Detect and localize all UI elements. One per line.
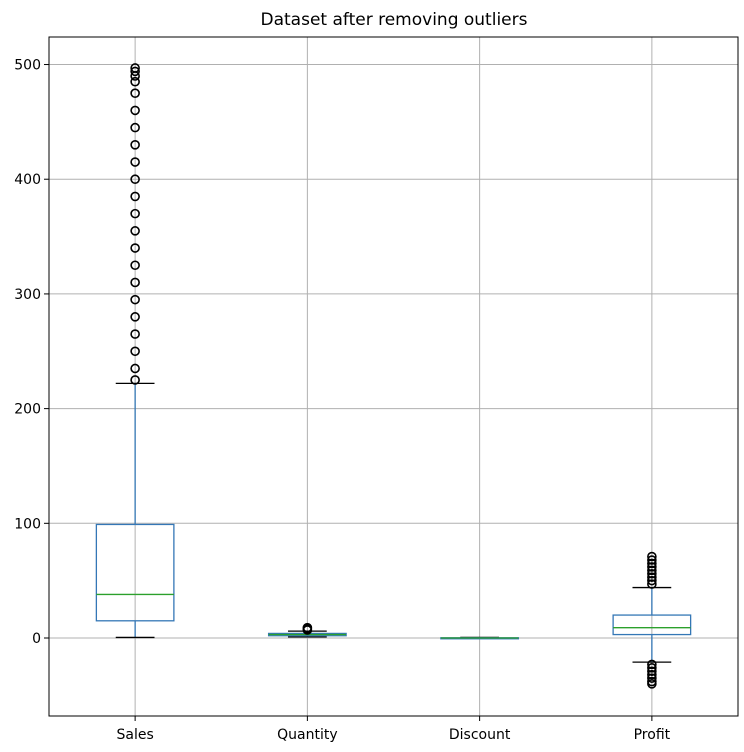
outlier-point (130, 375, 140, 385)
x-tick-label: Profit (634, 727, 671, 743)
outlier-point (130, 312, 140, 322)
outlier-point (130, 260, 140, 271)
outlier-point (647, 558, 657, 569)
x-tick-label: Discount (449, 727, 511, 743)
outlier-point (647, 673, 657, 683)
outlier-point (647, 659, 657, 670)
outlier-point (647, 572, 657, 583)
plot-frame (48, 36, 739, 717)
outlier-point (647, 562, 657, 572)
outlier-point (130, 208, 140, 219)
y-axis: 0 100 200 300 400 500 (14, 58, 49, 647)
y-tick-label: 500 (14, 58, 41, 74)
y-tick-label: 400 (14, 172, 41, 188)
y-tick-label: 100 (14, 516, 41, 532)
outlier-point (130, 76, 140, 87)
outlier-point (302, 622, 313, 633)
outlier-point (130, 105, 140, 116)
box-profit (612, 551, 692, 689)
outlier-point (647, 575, 657, 586)
outlier-point (647, 568, 657, 579)
boxes (95, 63, 692, 689)
outlier-point (647, 663, 657, 673)
outlier-point (130, 243, 140, 253)
outlier-point (647, 555, 657, 565)
outlier-point (647, 666, 657, 677)
chart-title: Dataset after removing outliers (261, 10, 528, 30)
box-sales (95, 63, 175, 639)
outlier-point (647, 565, 657, 576)
outlier-point (647, 551, 657, 562)
box-iqr (612, 614, 692, 636)
box-discount (440, 636, 520, 640)
x-tick-label: Sales (116, 727, 153, 743)
x-tick-label: Quantity (277, 727, 338, 743)
outlier-point (130, 363, 140, 374)
outlier-point (130, 63, 140, 73)
outlier-point (130, 157, 140, 167)
outlier-point (130, 329, 140, 339)
y-tick-label: 200 (14, 402, 41, 418)
box-quantity (267, 622, 347, 638)
outlier-point (130, 88, 140, 99)
outlier-point (130, 277, 140, 288)
outlier-point (130, 226, 140, 236)
outlier-point (130, 294, 140, 305)
outlier-point (130, 174, 140, 185)
outlier-point (647, 679, 657, 689)
outlier-point (130, 140, 140, 150)
outlier-point (130, 122, 140, 133)
x-axis: Sales Quantity Discount Profit (116, 716, 671, 743)
y-tick-label: 0 (32, 631, 41, 647)
grid-lines (49, 37, 738, 716)
outlier-point (647, 579, 657, 589)
outlier-point (647, 669, 657, 680)
outlier-point (130, 66, 140, 77)
outlier-point (130, 191, 140, 202)
outlier-point (130, 346, 140, 357)
box-iqr (95, 523, 175, 622)
y-tick-label: 300 (14, 287, 41, 303)
